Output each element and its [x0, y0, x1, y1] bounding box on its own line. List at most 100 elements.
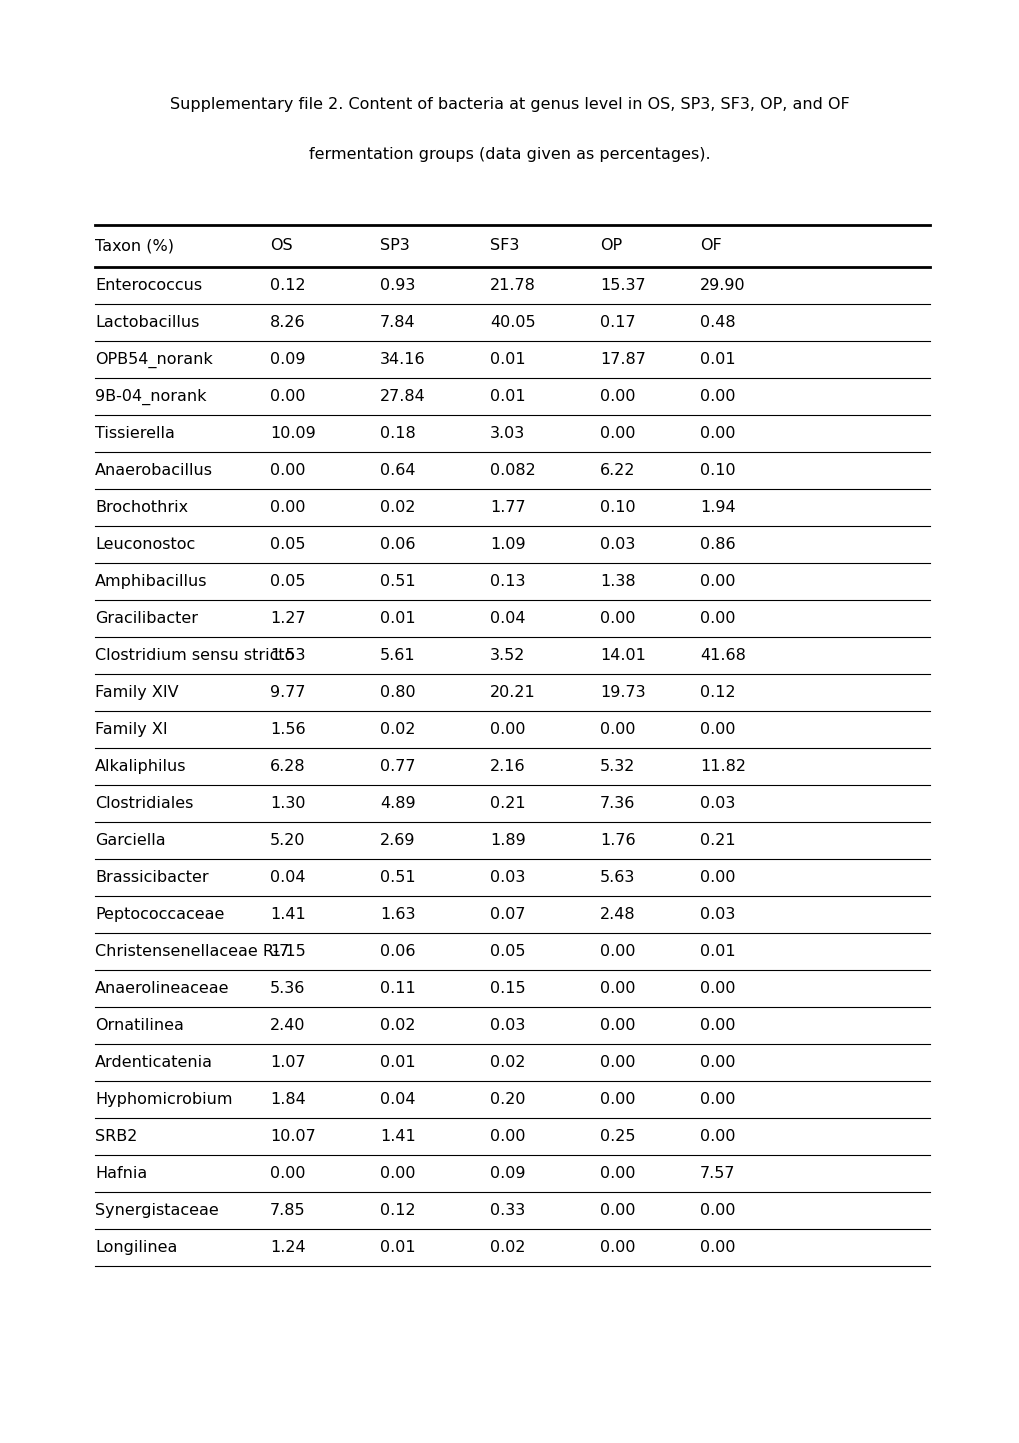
Text: 0.00: 0.00 — [699, 1092, 735, 1107]
Text: 0.00: 0.00 — [270, 501, 306, 515]
Text: 0.00: 0.00 — [599, 610, 635, 626]
Text: 0.05: 0.05 — [489, 944, 525, 960]
Text: 0.00: 0.00 — [699, 390, 735, 404]
Text: Ardenticatenia: Ardenticatenia — [95, 1055, 213, 1071]
Text: 0.03: 0.03 — [489, 1017, 525, 1033]
Text: 0.01: 0.01 — [699, 352, 735, 367]
Text: 0.11: 0.11 — [380, 981, 416, 996]
Text: 7.84: 7.84 — [380, 315, 415, 330]
Text: 0.02: 0.02 — [489, 1240, 525, 1255]
Text: 0.02: 0.02 — [489, 1055, 525, 1071]
Text: 0.51: 0.51 — [380, 574, 415, 589]
Text: 0.33: 0.33 — [489, 1203, 525, 1218]
Text: 0.00: 0.00 — [699, 1017, 735, 1033]
Text: 0.48: 0.48 — [699, 315, 735, 330]
Text: 0.03: 0.03 — [699, 797, 735, 811]
Text: Garciella: Garciella — [95, 833, 165, 848]
Text: 10.07: 10.07 — [270, 1128, 316, 1144]
Text: 0.01: 0.01 — [380, 610, 415, 626]
Text: 5.63: 5.63 — [599, 870, 635, 885]
Text: 0.01: 0.01 — [380, 1240, 415, 1255]
Text: 20.21: 20.21 — [489, 685, 535, 700]
Text: Family XIV: Family XIV — [95, 685, 178, 700]
Text: 0.00: 0.00 — [489, 722, 525, 737]
Text: 0.04: 0.04 — [380, 1092, 415, 1107]
Text: 1.41: 1.41 — [380, 1128, 416, 1144]
Text: 0.10: 0.10 — [699, 463, 735, 478]
Text: 1.07: 1.07 — [270, 1055, 306, 1071]
Text: 0.00: 0.00 — [599, 1240, 635, 1255]
Text: 0.17: 0.17 — [599, 315, 635, 330]
Text: 7.57: 7.57 — [699, 1166, 735, 1180]
Text: 0.00: 0.00 — [599, 426, 635, 442]
Text: 0.00: 0.00 — [699, 574, 735, 589]
Text: 0.082: 0.082 — [489, 463, 535, 478]
Text: 0.93: 0.93 — [380, 278, 415, 293]
Text: 0.00: 0.00 — [699, 722, 735, 737]
Text: OPB54_norank: OPB54_norank — [95, 352, 213, 368]
Text: 5.32: 5.32 — [599, 759, 635, 773]
Text: 0.10: 0.10 — [599, 501, 635, 515]
Text: 0.00: 0.00 — [699, 1128, 735, 1144]
Text: 0.00: 0.00 — [599, 981, 635, 996]
Text: 21.78: 21.78 — [489, 278, 535, 293]
Text: Amphibacillus: Amphibacillus — [95, 574, 207, 589]
Text: 0.02: 0.02 — [380, 1017, 415, 1033]
Text: Clostridiales: Clostridiales — [95, 797, 194, 811]
Text: 0.09: 0.09 — [270, 352, 306, 367]
Text: 1.76: 1.76 — [599, 833, 635, 848]
Text: OF: OF — [699, 238, 721, 254]
Text: 0.13: 0.13 — [489, 574, 525, 589]
Text: 2.69: 2.69 — [380, 833, 415, 848]
Text: 0.05: 0.05 — [270, 537, 306, 553]
Text: 1.63: 1.63 — [380, 908, 415, 922]
Text: Tissierella: Tissierella — [95, 426, 174, 442]
Text: Brassicibacter: Brassicibacter — [95, 870, 209, 885]
Text: 0.00: 0.00 — [699, 1203, 735, 1218]
Text: 1.38: 1.38 — [599, 574, 635, 589]
Text: Alkaliphilus: Alkaliphilus — [95, 759, 186, 773]
Text: Brochothrix: Brochothrix — [95, 501, 187, 515]
Text: 7.85: 7.85 — [270, 1203, 306, 1218]
Text: 0.00: 0.00 — [699, 1055, 735, 1071]
Text: 0.12: 0.12 — [270, 278, 306, 293]
Text: 0.01: 0.01 — [380, 1055, 415, 1071]
Text: 0.01: 0.01 — [489, 390, 525, 404]
Text: Leuconostoc: Leuconostoc — [95, 537, 195, 553]
Text: 9B-04_norank: 9B-04_norank — [95, 388, 206, 404]
Text: 1.53: 1.53 — [270, 648, 306, 662]
Text: 0.20: 0.20 — [489, 1092, 525, 1107]
Text: 34.16: 34.16 — [380, 352, 425, 367]
Text: 0.12: 0.12 — [380, 1203, 415, 1218]
Text: 8.26: 8.26 — [270, 315, 306, 330]
Text: 1.24: 1.24 — [270, 1240, 306, 1255]
Text: 0.05: 0.05 — [270, 574, 306, 589]
Text: 19.73: 19.73 — [599, 685, 645, 700]
Text: 0.00: 0.00 — [699, 426, 735, 442]
Text: OS: OS — [270, 238, 292, 254]
Text: 0.03: 0.03 — [489, 870, 525, 885]
Text: 27.84: 27.84 — [380, 390, 425, 404]
Text: 0.77: 0.77 — [380, 759, 415, 773]
Text: 0.06: 0.06 — [380, 537, 415, 553]
Text: Clostridium sensu stricto: Clostridium sensu stricto — [95, 648, 294, 662]
Text: 7.36: 7.36 — [599, 797, 635, 811]
Text: Supplementary file 2. Content of bacteria at genus level in OS, SP3, SF3, OP, an: Supplementary file 2. Content of bacteri… — [170, 98, 849, 113]
Text: 0.02: 0.02 — [380, 722, 415, 737]
Text: OP: OP — [599, 238, 622, 254]
Text: 0.00: 0.00 — [599, 1055, 635, 1071]
Text: 0.04: 0.04 — [270, 870, 306, 885]
Text: 41.68: 41.68 — [699, 648, 745, 662]
Text: Enterococcus: Enterococcus — [95, 278, 202, 293]
Text: Ornatilinea: Ornatilinea — [95, 1017, 183, 1033]
Text: 0.00: 0.00 — [599, 1092, 635, 1107]
Text: Hafnia: Hafnia — [95, 1166, 147, 1180]
Text: 2.48: 2.48 — [599, 908, 635, 922]
Text: SRB2: SRB2 — [95, 1128, 138, 1144]
Text: 4.89: 4.89 — [380, 797, 415, 811]
Text: Family XI: Family XI — [95, 722, 167, 737]
Text: 15.37: 15.37 — [599, 278, 645, 293]
Text: 1.89: 1.89 — [489, 833, 525, 848]
Text: 0.80: 0.80 — [380, 685, 415, 700]
Text: 0.12: 0.12 — [699, 685, 735, 700]
